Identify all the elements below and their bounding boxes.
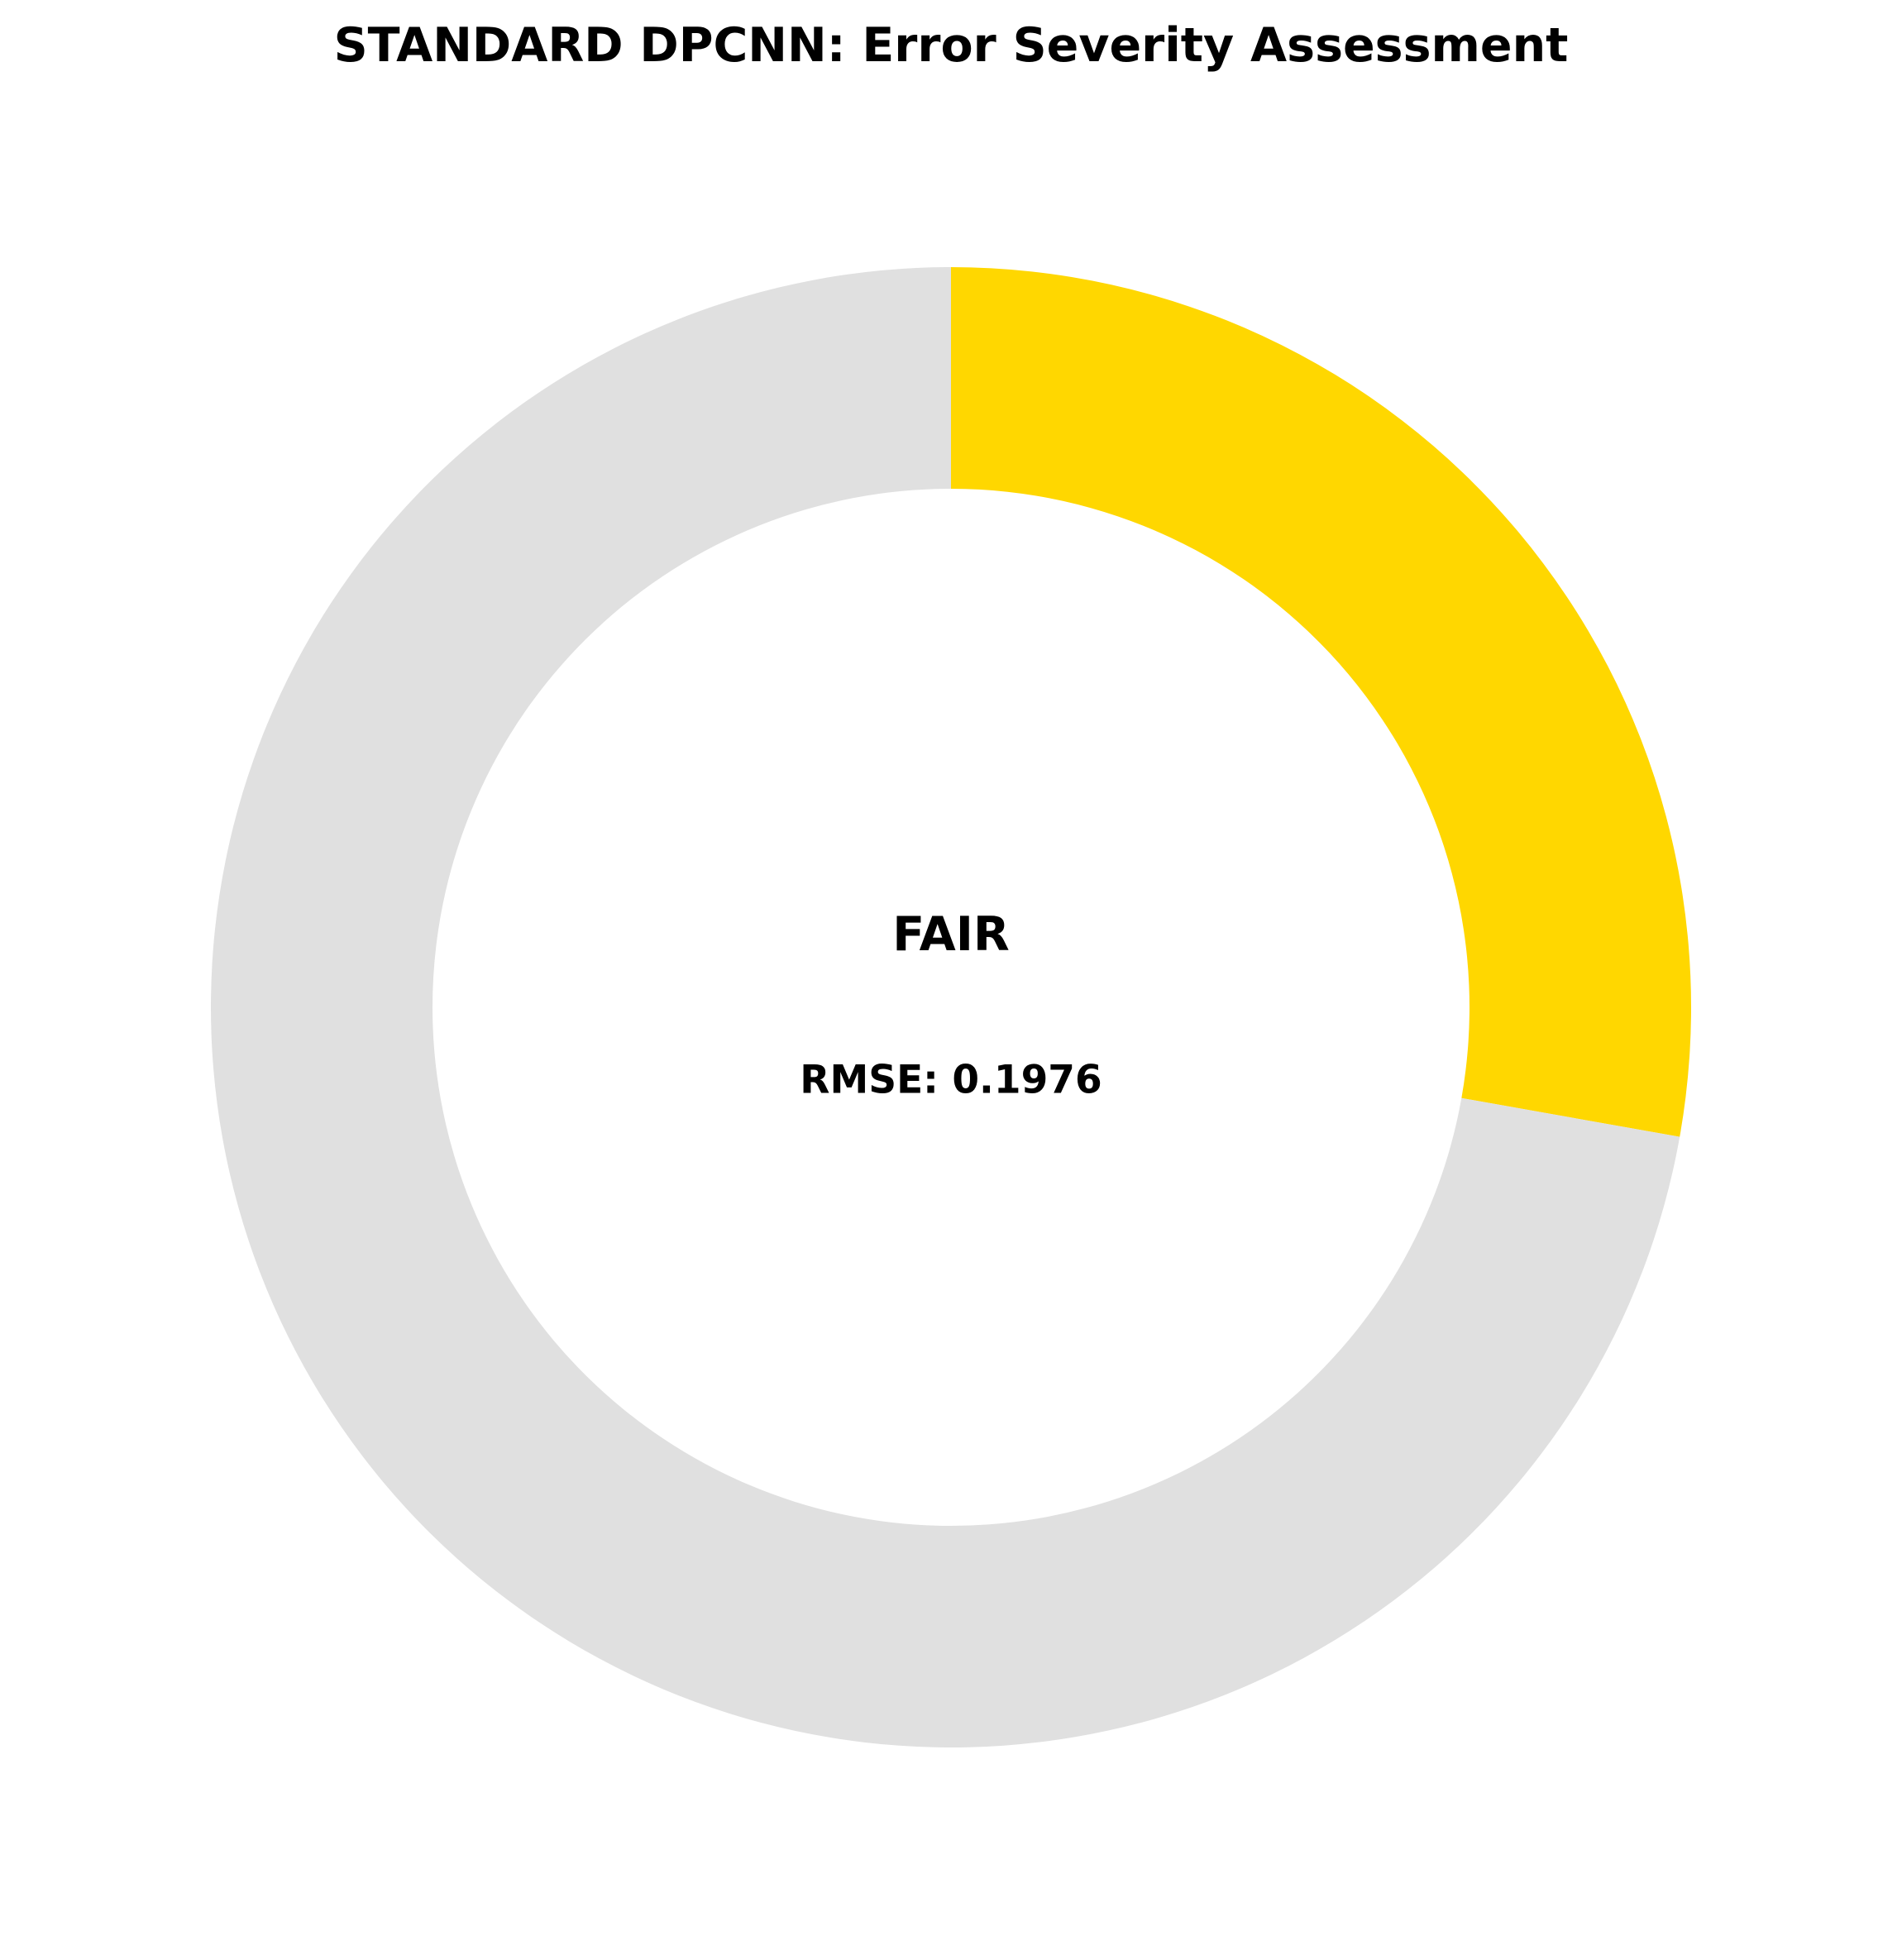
rmse-value-label: RMSE: 0.1976: [800, 1058, 1102, 1103]
donut-slices: [210, 267, 1691, 1747]
chart-title: STANDARD DPCNN: Error Severity Assessmen…: [333, 18, 1569, 73]
severity-rating-label: FAIR: [892, 907, 1010, 962]
donut-slice-1: [210, 267, 1680, 1747]
donut-slice-0: [951, 267, 1691, 1137]
